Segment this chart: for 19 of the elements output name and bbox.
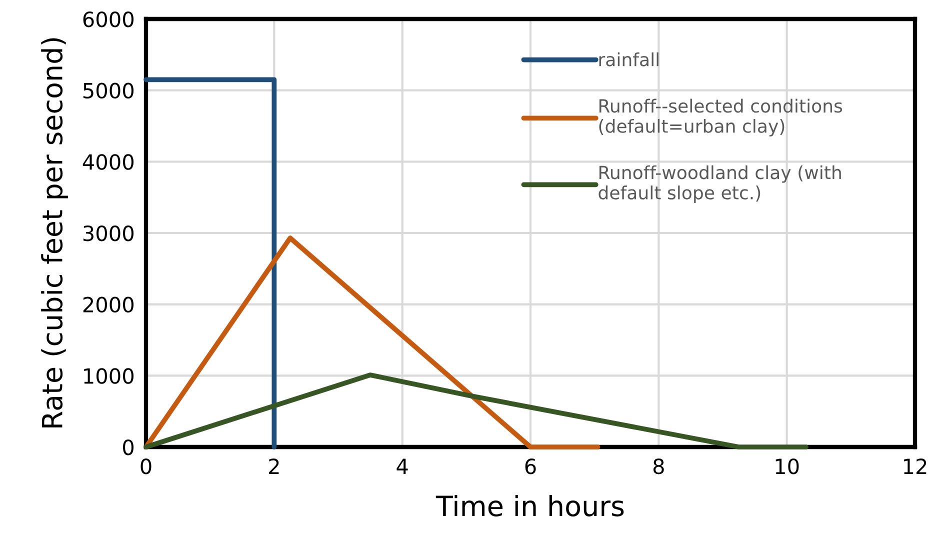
legend-label: Runoff--selected conditions (default=urban clay) [599,98,842,136]
y-tick-label: 4000 [82,154,134,170]
x-axis-title: Time in hours [436,494,624,516]
x-tick-label: 12 [904,458,926,474]
x-tick-label: 4 [396,458,408,474]
x-tick-label: 6 [525,458,536,474]
legend-label: rainfall [599,52,658,66]
y-tick-label: 5000 [83,82,134,99]
x-tick-label: 8 [653,458,664,474]
y-axis-title: Rate (cubic feet per second) [41,38,68,428]
y-tick-label: 0 [123,439,134,456]
x-tick-label: 2 [269,458,279,474]
y-tick-label: 6000 [83,11,134,28]
x-tick-label: 10 [776,458,799,474]
y-tick-label: 3000 [83,225,134,242]
y-tick-label: 2000 [83,296,134,313]
y-tick-label: 1000 [84,368,134,384]
legend-label: Runoff-woodland clay (with default slope etc.) [598,165,841,204]
x-tick-label: 0 [140,458,152,474]
